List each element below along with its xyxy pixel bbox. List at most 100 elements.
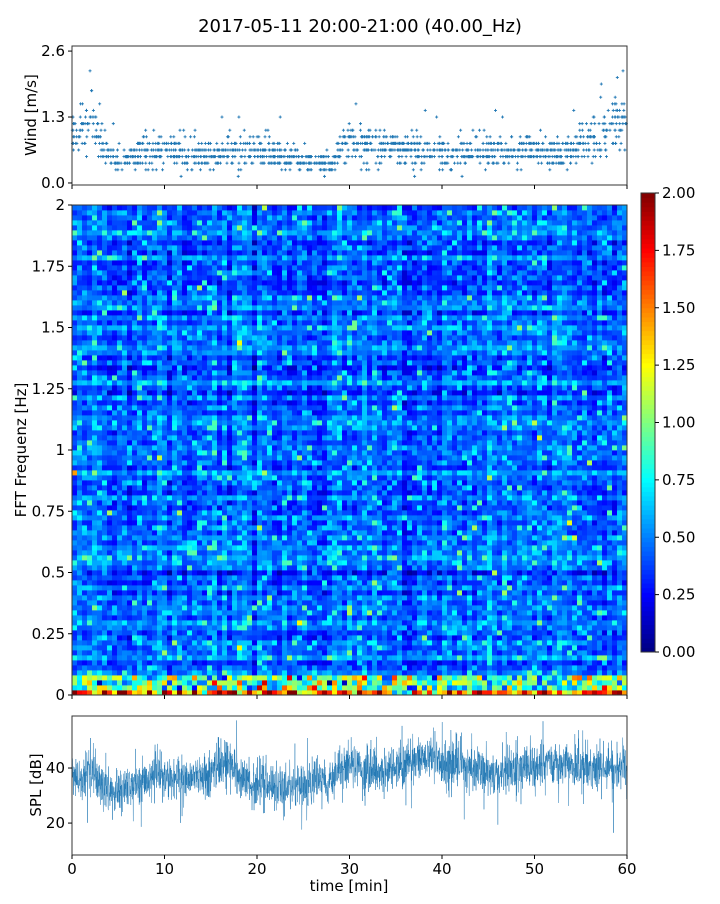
spectrogram-cell: [232, 590, 237, 595]
spectrogram-cell: [172, 565, 177, 570]
spectrogram-cell: [227, 605, 232, 610]
spectrogram-cell: [242, 655, 247, 660]
wind-point: [347, 155, 350, 158]
spectrogram-cell: [302, 585, 307, 590]
wind-panel: 0.01.32.6: [41, 42, 628, 192]
spectrogram-cell: [362, 550, 367, 555]
spectrogram-cell: [597, 550, 602, 555]
spectrogram-cell: [92, 665, 97, 670]
spectrogram-cell: [322, 655, 327, 660]
spectrogram-cell: [497, 545, 502, 550]
spectrogram-cell: [232, 565, 237, 570]
spectrogram-cell: [392, 570, 397, 575]
spectrogram-cell: [497, 615, 502, 620]
spectrogram-cell: [577, 635, 582, 640]
spectrogram-cell: [177, 660, 182, 665]
spectrogram-cell: [177, 555, 182, 560]
spectrogram-cell: [362, 635, 367, 640]
spectrogram-cell: [587, 665, 592, 670]
spectrogram-cell: [347, 575, 352, 580]
spectrogram-cell: [437, 630, 442, 635]
spectrogram-cell: [407, 555, 412, 560]
spectrogram-cell: [317, 565, 322, 570]
spectrogram-cell: [87, 565, 92, 570]
spectrogram-cell: [127, 565, 132, 570]
spectrogram-cell: [522, 620, 527, 625]
spectrogram-cell: [257, 645, 262, 650]
spectrogram-cell: [277, 605, 282, 610]
spectrogram-cell: [82, 595, 87, 600]
spectrogram-cell: [282, 665, 287, 670]
spectrogram-cell: [372, 580, 377, 585]
spectrogram-cell: [362, 595, 367, 600]
spectrogram-cell: [577, 665, 582, 670]
spectrogram-cell: [332, 635, 337, 640]
spectrogram-cell: [257, 640, 262, 645]
spectrogram-cell: [82, 575, 87, 580]
spectrogram-cell: [612, 620, 617, 625]
spectrogram-cell: [267, 635, 272, 640]
spectrogram-cell: [467, 685, 472, 690]
spectrogram-cell: [357, 660, 362, 665]
spectrogram-cell: [292, 675, 297, 680]
spectrogram-cell: [162, 610, 167, 615]
spectrogram-cell: [222, 605, 227, 610]
spectrogram-cell: [82, 645, 87, 650]
spectrogram-cell: [577, 605, 582, 610]
spectrogram-cell: [132, 545, 137, 550]
spectrogram-cell: [417, 615, 422, 620]
spectrogram-cell: [407, 610, 412, 615]
spectrogram-cell: [212, 670, 217, 675]
spectrogram-cell: [252, 590, 257, 595]
wind-point: [359, 129, 362, 132]
spectrogram-cell: [532, 665, 537, 670]
spectrogram-cell: [432, 640, 437, 645]
spectrogram-cell: [427, 645, 432, 650]
spectrogram-cell: [437, 670, 442, 675]
spectrogram-cell: [512, 595, 517, 600]
spectrogram-cell: [552, 580, 557, 585]
spectrogram-cell: [507, 610, 512, 615]
spectrogram-cell: [382, 645, 387, 650]
spectrogram-cell: [577, 640, 582, 645]
spectrogram-cell: [497, 540, 502, 545]
spectrogram-cell: [287, 545, 292, 550]
spectrogram-cell: [302, 655, 307, 660]
spectrogram-cell: [232, 570, 237, 575]
spectrogram-cell: [92, 670, 97, 675]
spectrogram-cell: [227, 635, 232, 640]
spectrogram-cell: [237, 560, 242, 565]
spectrogram-cell: [232, 540, 237, 545]
spectrogram-cell: [157, 645, 162, 650]
spectrogram-cell: [112, 560, 117, 565]
spectrogram-cell: [147, 580, 152, 585]
spectrogram-cell: [402, 655, 407, 660]
wind-point: [144, 129, 147, 132]
spectrogram-cell: [597, 630, 602, 635]
spectrogram-cell: [552, 600, 557, 605]
spectrogram-cell: [207, 685, 212, 690]
spectrogram-cell: [472, 645, 477, 650]
spectrogram-cell: [592, 560, 597, 565]
spectrogram-cell: [562, 605, 567, 610]
spectrogram-cell: [412, 605, 417, 610]
spectrogram-cell: [492, 545, 497, 550]
spectrogram-cell: [377, 575, 382, 580]
spectrogram-cell: [162, 535, 167, 540]
spectrogram-cell: [272, 590, 277, 595]
spectrogram-cell: [532, 600, 537, 605]
spectrogram-cell: [87, 635, 92, 640]
spectrogram-cell: [262, 580, 267, 585]
spectrogram-cell: [367, 655, 372, 660]
spectrogram-cell: [267, 685, 272, 690]
spectrogram-cell: [197, 665, 202, 670]
spectrogram-cell: [582, 675, 587, 680]
spectrogram-cell: [272, 565, 277, 570]
spectrogram-cell: [197, 535, 202, 540]
spectrogram-cell: [457, 600, 462, 605]
spectrogram-cell: [542, 630, 547, 635]
spectrogram-cell: [327, 680, 332, 685]
spectrogram-cell: [172, 635, 177, 640]
spectrogram-cell: [552, 655, 557, 660]
spectrogram-cell: [562, 585, 567, 590]
